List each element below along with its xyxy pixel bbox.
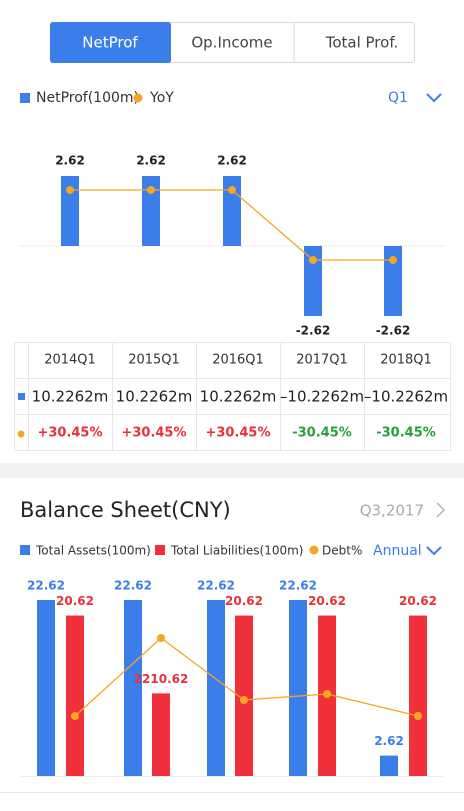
table-cell: -30.45% [292,426,352,441]
table-header: 2014Q1 [44,353,96,368]
data-label: 20.62 [308,594,346,608]
tab-active[interactable] [50,22,171,63]
table-header: 2017Q1 [296,353,348,368]
data-label: 2210.62 [134,672,189,686]
line-point [66,185,74,194]
table-cell: –10.2262m [364,388,448,406]
bar [304,246,322,316]
table-cell: 10.2262m [32,388,109,406]
table-header: 2018Q1 [380,353,432,368]
legend-swatch [309,545,319,555]
data-label: 2.62 [217,154,247,168]
legend-label: YoY [149,90,174,106]
data-label: 22.62 [27,579,65,593]
data-label: 2.62 [136,154,166,168]
data-label: 20.62 [225,594,263,608]
table-cell: -30.45% [376,426,436,441]
bar [152,693,170,776]
line-point [157,634,165,642]
legend-label: Total Assets(100m) [35,544,151,558]
table-cell: +30.45% [205,426,270,441]
bar [66,615,84,776]
data-label: 20.62 [56,594,94,608]
bar [124,600,142,776]
date: Q3,2017 [360,502,424,520]
bar [207,600,225,776]
table-cell: +30.45% [121,426,186,441]
data-label: -2.62 [296,324,331,338]
bar [142,176,160,246]
data-label: 22.62 [197,579,235,593]
tab[interactable]: Op.Income [191,34,272,52]
legend-label: Debt% [322,544,362,558]
data-label: -2.62 [376,324,411,338]
legend-swatch [133,93,143,103]
legend-label: Total Liabilities(100m) [170,544,303,558]
table-cell: +30.45% [37,426,102,441]
chevron[interactable] [436,502,446,518]
row-icon [18,393,25,400]
data-label: 20.62 [399,594,437,608]
line-point [414,712,422,720]
chevron[interactable] [426,93,442,103]
bar [384,246,402,316]
data-label: 2.62 [374,734,404,748]
tab[interactable]: Total Prof. [325,34,399,52]
legend-swatch [20,545,30,555]
bar [61,176,79,246]
period-select[interactable]: Annual [373,543,422,559]
legend-swatch [20,93,30,103]
line-point [323,690,331,698]
legend-label: NetProf(100m) [36,90,139,106]
bar [289,600,307,776]
line-point [228,185,236,194]
row-icon [17,430,25,438]
period-select[interactable]: Q1 [388,90,408,106]
separator [0,463,464,478]
table-header: 2015Q1 [128,353,180,368]
chevron[interactable] [426,546,442,556]
table-cell: 10.2262m [200,388,277,406]
table-frame [14,342,451,451]
line-point [71,712,79,720]
data-label: 2.62 [55,154,85,168]
bar [380,755,398,776]
line-point [240,696,248,704]
legend-swatch [155,545,165,555]
table-header: 2016Q1 [212,353,264,368]
bar [409,615,427,776]
section-title: Balance Sheet(CNY) [20,498,231,522]
line-point [309,256,317,265]
line-point [389,256,397,265]
table-cell: –10.2262m [280,388,364,406]
bar [235,615,253,776]
data-label: 22.62 [279,579,317,593]
line-point [147,185,155,194]
bar [37,600,55,776]
table-cell: 10.2262m [116,388,193,406]
tab[interactable]: NetProf [82,34,138,52]
data-label: 22.62 [114,579,152,593]
